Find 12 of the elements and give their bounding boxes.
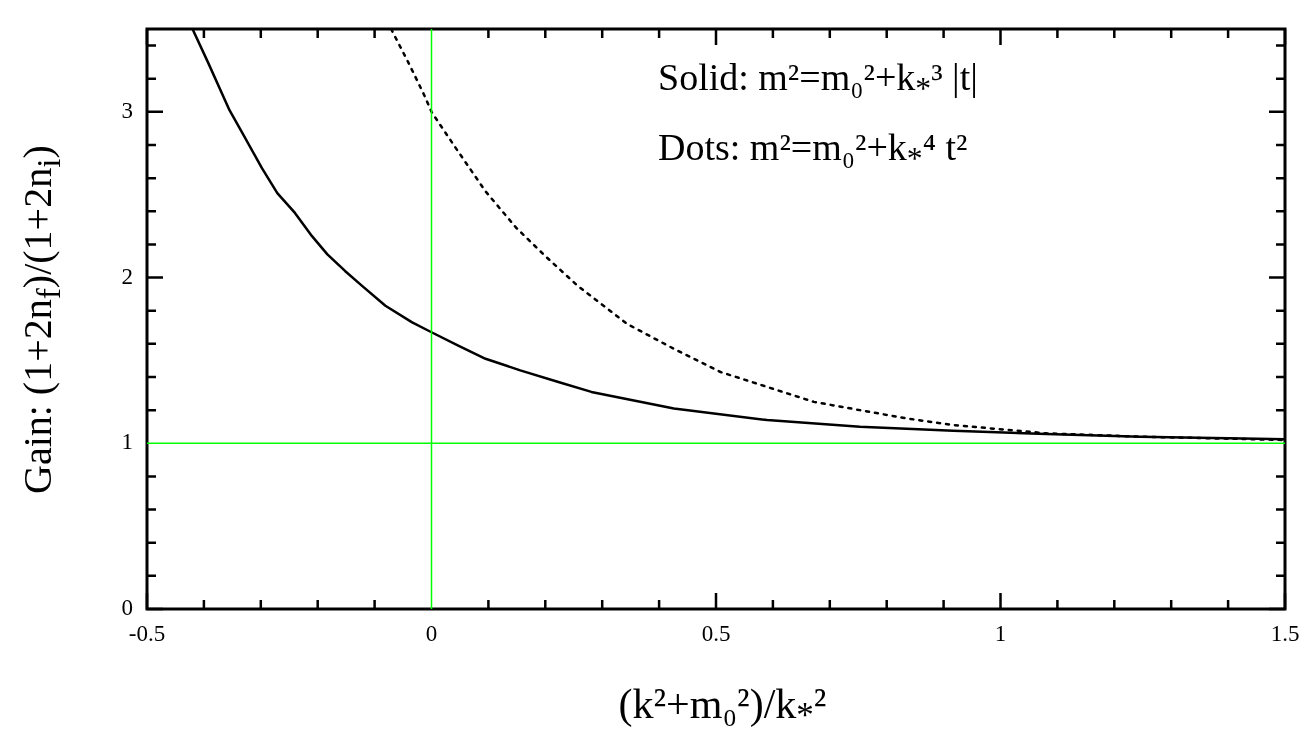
y-tick-label: 0 — [121, 595, 133, 621]
y-tick-label: 3 — [121, 97, 133, 123]
x-tick-label: -0.5 — [128, 620, 166, 646]
x-tick-label: 0 — [425, 620, 438, 646]
x-tick-label: 1 — [994, 620, 1007, 646]
x-tick-label: 1.5 — [1270, 620, 1300, 646]
x-tick-label: 0.5 — [701, 620, 731, 646]
y-tick-label: 2 — [121, 263, 133, 289]
x-axis-title: (k²+m₀²)/k$_{*}$² — [617, 680, 828, 737]
y-tick-label: 1 — [121, 429, 133, 455]
annotation: Solid: m²=m₀²+k$_{*}$³ |t| — [658, 55, 978, 108]
annotation: Dots: m²=m₀²+k$_{*}$⁴ t² — [658, 124, 969, 178]
